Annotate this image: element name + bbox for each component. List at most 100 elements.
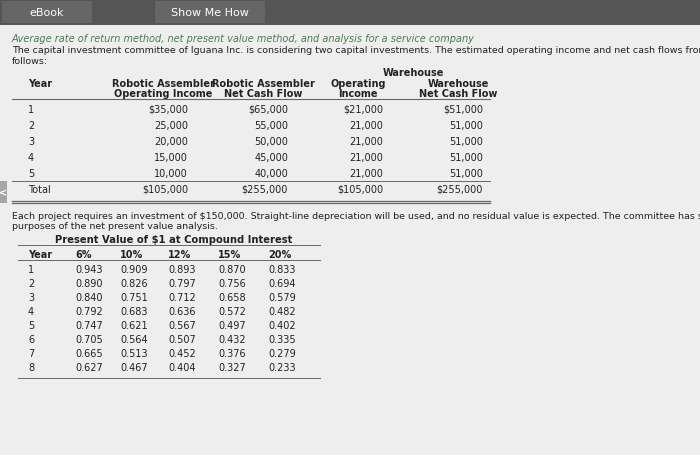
Text: $51,000: $51,000 (443, 105, 483, 115)
Text: 12%: 12% (168, 249, 191, 259)
Text: 3: 3 (28, 293, 34, 302)
Text: 0.279: 0.279 (268, 348, 295, 358)
Text: Operating: Operating (330, 79, 386, 89)
Text: Year: Year (28, 249, 52, 259)
Text: 0.564: 0.564 (120, 334, 148, 344)
Text: 0.621: 0.621 (120, 320, 148, 330)
Text: 15,000: 15,000 (154, 153, 188, 162)
Text: 1: 1 (28, 264, 34, 274)
Text: $105,000: $105,000 (337, 185, 383, 195)
FancyBboxPatch shape (0, 182, 7, 203)
Text: Robotic Assembler: Robotic Assembler (111, 79, 214, 89)
Text: 21,000: 21,000 (349, 153, 383, 162)
Text: 50,000: 50,000 (254, 136, 288, 147)
Text: 0.705: 0.705 (75, 334, 103, 344)
FancyBboxPatch shape (2, 2, 92, 24)
Text: Each project requires an investment of $150,000. Straight-line depreciation will: Each project requires an investment of $… (12, 212, 700, 221)
Text: 5: 5 (28, 320, 34, 330)
Text: 1: 1 (28, 105, 34, 115)
Text: 0.694: 0.694 (268, 278, 295, 288)
Text: 21,000: 21,000 (349, 136, 383, 147)
Text: 0.507: 0.507 (168, 334, 196, 344)
Text: 0.893: 0.893 (168, 264, 195, 274)
Text: $65,000: $65,000 (248, 105, 288, 115)
Text: 3: 3 (28, 136, 34, 147)
Text: Total: Total (28, 185, 50, 195)
Text: 0.665: 0.665 (75, 348, 103, 358)
Text: 10,000: 10,000 (154, 169, 188, 179)
Text: 0.497: 0.497 (218, 320, 246, 330)
Text: Warehouse: Warehouse (427, 79, 489, 89)
Text: 0.792: 0.792 (75, 306, 103, 316)
Text: 0.467: 0.467 (120, 362, 148, 372)
Text: 0.636: 0.636 (168, 306, 195, 316)
Text: 0.627: 0.627 (75, 362, 103, 372)
Text: <: < (0, 187, 8, 197)
Text: 7: 7 (28, 348, 34, 358)
Text: 0.747: 0.747 (75, 320, 103, 330)
Text: Warehouse: Warehouse (382, 68, 444, 78)
Text: 4: 4 (28, 306, 34, 316)
Text: 0.826: 0.826 (120, 278, 148, 288)
FancyBboxPatch shape (0, 0, 700, 26)
Text: 4: 4 (28, 153, 34, 162)
Text: 51,000: 51,000 (449, 153, 483, 162)
Text: 6%: 6% (75, 249, 92, 259)
FancyBboxPatch shape (155, 2, 265, 24)
Text: 0.513: 0.513 (120, 348, 148, 358)
Text: 0.658: 0.658 (218, 293, 246, 302)
Text: 51,000: 51,000 (449, 121, 483, 131)
Text: The capital investment committee of Iguana Inc. is considering two capital inves: The capital investment committee of Igua… (12, 46, 700, 55)
Text: $255,000: $255,000 (241, 185, 288, 195)
Text: 0.376: 0.376 (218, 348, 246, 358)
Text: Robotic Assembler: Robotic Assembler (211, 79, 314, 89)
Text: Present Value of $1 at Compound Interest: Present Value of $1 at Compound Interest (55, 234, 293, 244)
Text: 0.402: 0.402 (268, 320, 295, 330)
Text: follows:: follows: (12, 57, 48, 66)
Text: 51,000: 51,000 (449, 169, 483, 179)
Text: 0.840: 0.840 (75, 293, 102, 302)
Text: 2: 2 (28, 278, 34, 288)
Text: 6: 6 (28, 334, 34, 344)
Text: 0.683: 0.683 (120, 306, 148, 316)
Text: 0.233: 0.233 (268, 362, 295, 372)
Text: 0.579: 0.579 (268, 293, 295, 302)
Text: 0.572: 0.572 (218, 306, 246, 316)
Text: 0.751: 0.751 (120, 293, 148, 302)
Text: 0.909: 0.909 (120, 264, 148, 274)
Text: 10%: 10% (120, 249, 144, 259)
Text: 0.404: 0.404 (168, 362, 195, 372)
Text: 40,000: 40,000 (254, 169, 288, 179)
Text: eBook: eBook (29, 8, 64, 18)
Text: 2: 2 (28, 121, 34, 131)
Text: 0.452: 0.452 (168, 348, 196, 358)
Text: 5: 5 (28, 169, 34, 179)
Text: 25,000: 25,000 (154, 121, 188, 131)
Text: Operating Income: Operating Income (114, 89, 212, 99)
Text: 0.833: 0.833 (268, 264, 295, 274)
Text: 15%: 15% (218, 249, 241, 259)
Text: 0.756: 0.756 (218, 278, 246, 288)
Text: 0.335: 0.335 (268, 334, 295, 344)
Text: $105,000: $105,000 (142, 185, 188, 195)
Text: $35,000: $35,000 (148, 105, 188, 115)
Text: 21,000: 21,000 (349, 169, 383, 179)
Text: 20%: 20% (268, 249, 291, 259)
Text: 0.432: 0.432 (218, 334, 246, 344)
Text: 0.567: 0.567 (168, 320, 196, 330)
Text: 0.327: 0.327 (218, 362, 246, 372)
Text: 0.712: 0.712 (168, 293, 196, 302)
Text: Show Me How: Show Me How (171, 8, 249, 18)
Text: Income: Income (338, 89, 378, 99)
Text: 21,000: 21,000 (349, 121, 383, 131)
Text: 0.482: 0.482 (268, 306, 295, 316)
Text: $255,000: $255,000 (437, 185, 483, 195)
Text: Net Cash Flow: Net Cash Flow (419, 89, 497, 99)
Text: 20,000: 20,000 (154, 136, 188, 147)
Text: 0.943: 0.943 (75, 264, 102, 274)
Text: 0.797: 0.797 (168, 278, 196, 288)
Text: 51,000: 51,000 (449, 136, 483, 147)
Text: Average rate of return method, net present value method, and analysis for a serv: Average rate of return method, net prese… (12, 34, 475, 44)
Text: 45,000: 45,000 (254, 153, 288, 162)
Text: 8: 8 (28, 362, 34, 372)
